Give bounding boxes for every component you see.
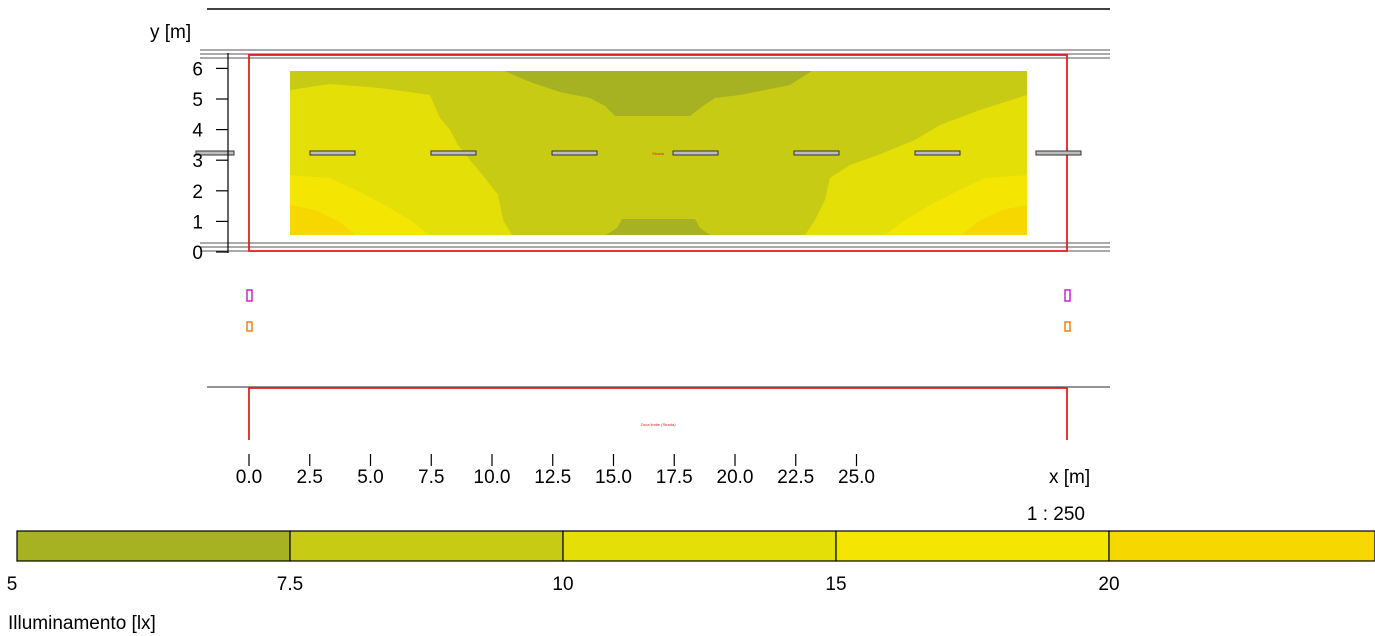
contour-band-7.5-10 [290, 71, 1027, 235]
legend-swatch-0 [16, 530, 291, 562]
x-tick-label-6: 15.0 [595, 467, 632, 488]
contour-band-20-plus-left [290, 205, 355, 235]
x-tick-label-9: 22.5 [777, 467, 814, 488]
calculation-grid-label: Strada [652, 151, 665, 156]
luminaire-7 [1035, 150, 1082, 156]
x-axis-ticks: 0.0 2.5 5.0 7.5 10.0 12.5 15.0 17.5 20.0 22.5 25.0 [236, 454, 875, 488]
luminaire-2 [430, 150, 477, 156]
y-tick-label-0: 0 [192, 243, 203, 264]
x-tick-label-1: 2.5 [297, 467, 323, 488]
x-tick-label-4: 10.0 [474, 467, 511, 488]
legend-break-label-3: 15 [825, 574, 846, 595]
scale-label: 1 : 250 [1027, 504, 1085, 525]
legend-swatch-3 [835, 530, 1110, 562]
y-tick-label-1: 1 [192, 212, 203, 233]
luminaire-6 [914, 150, 961, 156]
contour-band-5-7.5-bottom [606, 219, 710, 235]
legend-title: Illuminamento [lx] [8, 613, 156, 634]
legend-swatch-1 [289, 530, 564, 562]
luminaire-4 [672, 150, 719, 156]
y-tick-label-5: 5 [192, 90, 203, 111]
road-edge-bottom [200, 242, 1110, 252]
observer-marker-left-magenta [246, 289, 253, 302]
legend-break-label-0: 5 [7, 574, 18, 595]
observer-marker-right-orange [1064, 321, 1071, 332]
contour-band-5-7.5-top [505, 71, 812, 116]
luminaires [195, 150, 1082, 156]
legend-break-label-2: 10 [552, 574, 573, 595]
y-tick-label-4: 4 [192, 121, 203, 142]
legend-break-label-1: 7.5 [277, 574, 303, 595]
x-tick-label-8: 20.0 [717, 467, 754, 488]
x-tick-label-3: 7.5 [418, 467, 444, 488]
legend-swatch-2 [562, 530, 837, 562]
luminaire-5 [793, 150, 840, 156]
x-tick-label-7: 17.5 [656, 467, 693, 488]
x-tick-label-0: 0.0 [236, 467, 262, 488]
luminaire-0 [195, 150, 235, 156]
road-edge-top [200, 49, 1110, 59]
x-tick-label-10: 25.0 [838, 467, 875, 488]
illuminance-legend: 5 7.5 10 15 20 [7, 530, 1375, 595]
side-zone-label: Zona limite (Strada) [640, 422, 676, 427]
illuminance-contour-map [290, 71, 1027, 235]
y-axis-title: y [m] [150, 22, 191, 43]
observer-marker-right-magenta [1064, 289, 1071, 302]
legend-break-label-4: 20 [1098, 574, 1119, 595]
y-tick-label-2: 2 [192, 182, 203, 203]
x-tick-label-5: 12.5 [534, 467, 571, 488]
legend-swatch-4 [1108, 530, 1375, 562]
luminaire-3 [551, 150, 598, 156]
luminaire-1 [309, 150, 356, 156]
contour-band-20-plus-right [962, 205, 1027, 235]
y-tick-label-6: 6 [192, 59, 203, 80]
y-axis-ticks: 0 1 2 3 4 5 6 [192, 59, 228, 264]
observer-marker-left-orange [246, 321, 253, 332]
side-zone-outline [248, 387, 1068, 440]
x-axis-title: x [m] [1049, 467, 1090, 488]
y-tick-label-3: 3 [192, 151, 203, 172]
x-tick-label-2: 5.0 [357, 467, 383, 488]
